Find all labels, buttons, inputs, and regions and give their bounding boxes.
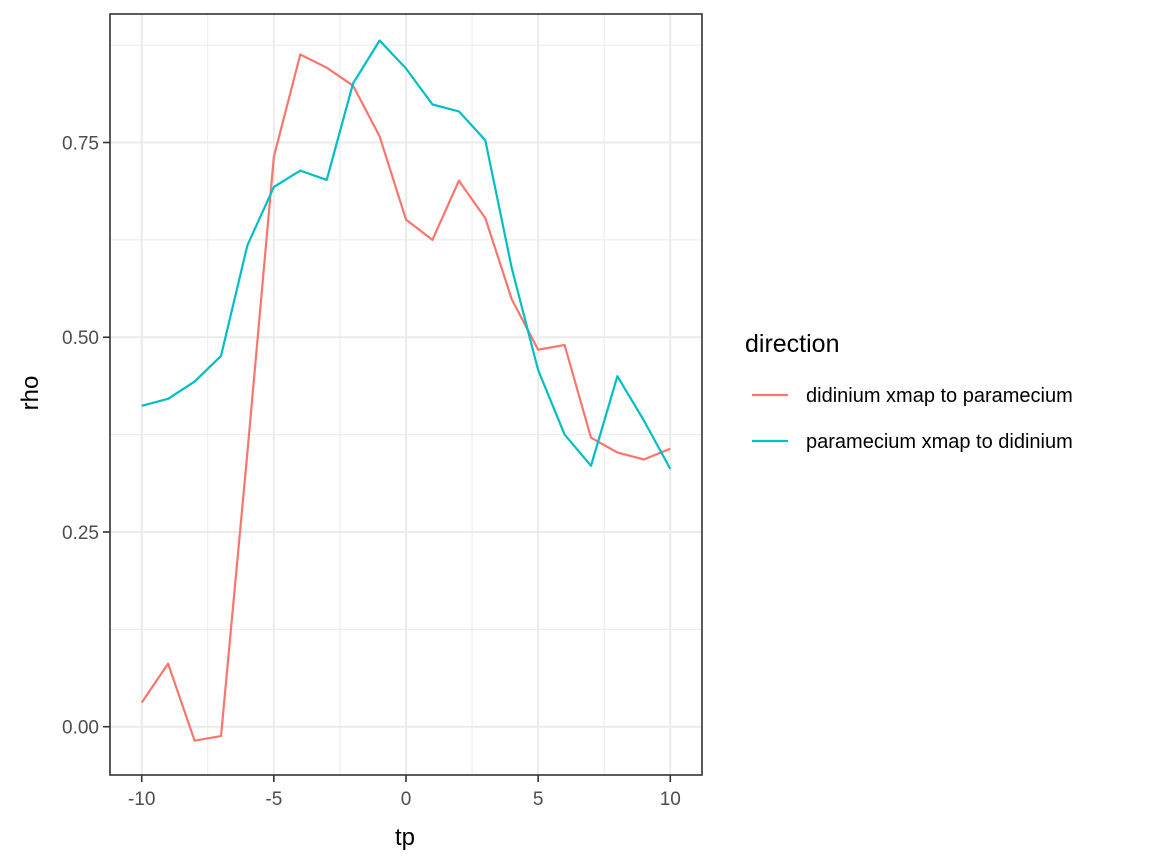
x-axis-title: tp [395, 824, 415, 851]
data-lines [140, 39, 672, 742]
y-tick-label: 0.50 [62, 328, 99, 349]
legend: direction didinium xmap to paramecium par… [745, 330, 1073, 453]
x-tick-label: 5 [533, 789, 544, 810]
x-axis: -10 -5 0 5 10 [128, 775, 681, 810]
y-axis: 0.00 0.25 0.50 0.75 [62, 134, 110, 739]
x-tick-label: -10 [128, 789, 155, 810]
legend-label: didinium xmap to paramecium [806, 385, 1073, 407]
series-line-1 [140, 53, 671, 742]
x-tick-label: 0 [401, 789, 412, 810]
y-tick-label: 0.00 [62, 718, 99, 739]
x-tick-label: 10 [660, 789, 681, 810]
legend-label: paramecium xmap to didinium [806, 431, 1073, 453]
y-tick-label: 0.75 [62, 134, 99, 155]
series-line-2 [141, 39, 672, 470]
legend-entry: didinium xmap to paramecium [752, 385, 1073, 407]
y-axis-title: rho [17, 376, 44, 411]
legend-entries: didinium xmap to paramecium paramecium xm… [752, 385, 1073, 453]
legend-entry: paramecium xmap to didinium [752, 431, 1073, 453]
legend-title: direction [745, 330, 840, 358]
major-gridlines [110, 14, 702, 775]
y-tick-label: 0.25 [62, 523, 99, 544]
x-tick-label: -5 [265, 789, 282, 810]
